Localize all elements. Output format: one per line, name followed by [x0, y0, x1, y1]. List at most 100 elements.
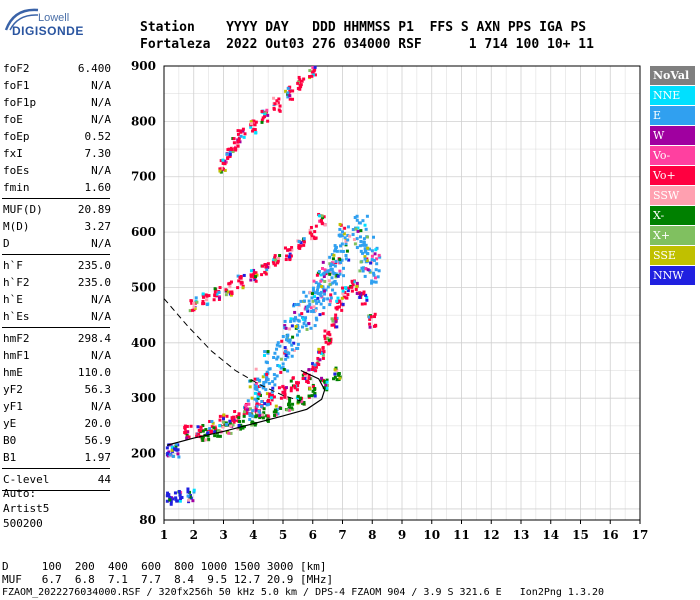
echo-point	[304, 316, 308, 320]
param-name: foE	[3, 113, 23, 126]
echo-point	[192, 302, 196, 306]
echo-point	[226, 148, 230, 152]
echo-point	[277, 386, 281, 390]
echo-point	[317, 350, 321, 354]
echo-point	[237, 279, 241, 283]
echo-point	[298, 396, 302, 400]
echo-point	[316, 360, 320, 364]
echo-point	[232, 141, 236, 145]
param-name: yE	[3, 417, 17, 430]
echo-point	[284, 357, 288, 361]
echo-point	[196, 425, 200, 429]
echo-point	[249, 274, 253, 278]
echo-point	[326, 297, 330, 301]
echo-point	[361, 219, 365, 223]
echo-point	[331, 257, 335, 261]
echo-point	[289, 317, 293, 321]
footer-info: FZAOM_2022276034000.RSF / 320fx256h 50 k…	[2, 587, 605, 598]
echo-point	[272, 96, 276, 100]
echo-point	[276, 259, 280, 263]
echo-point	[257, 410, 261, 414]
echo-point	[312, 305, 316, 309]
echo-point	[213, 287, 217, 291]
echo-point	[314, 298, 318, 302]
echo-point	[175, 499, 179, 503]
echo-point	[308, 302, 312, 306]
echo-point	[316, 356, 320, 360]
echo-point	[317, 363, 321, 367]
echo-point	[254, 415, 258, 419]
echo-point	[376, 275, 380, 279]
echo-point	[348, 234, 352, 238]
echo-point	[347, 286, 351, 290]
x-tick-label: 12	[483, 528, 500, 542]
y-tick-label: 80	[139, 513, 156, 527]
echo-point	[313, 394, 317, 398]
echo-point	[290, 348, 294, 352]
echo-point	[328, 299, 332, 303]
x-tick-label: 8	[368, 528, 376, 542]
echo-point	[331, 323, 335, 327]
echo-point	[303, 307, 307, 311]
echo-point	[351, 228, 355, 232]
echo-point	[282, 386, 286, 390]
echo-point	[320, 378, 324, 382]
param-name: h`F2	[3, 276, 30, 289]
echo-point	[334, 282, 338, 286]
echo-point	[323, 223, 327, 227]
echo-point	[165, 446, 169, 450]
echo-point	[358, 293, 362, 297]
echo-point	[265, 376, 269, 380]
echo-point	[277, 256, 281, 260]
echo-point	[239, 130, 243, 134]
echo-point	[277, 364, 281, 368]
echo-point	[355, 246, 359, 250]
echo-point	[355, 281, 359, 285]
echo-point	[230, 147, 234, 151]
param-value: N/A	[91, 79, 111, 92]
echo-point	[286, 396, 290, 400]
echo-point	[366, 268, 370, 272]
echo-point	[169, 500, 173, 504]
echo-point	[235, 416, 239, 420]
echo-point	[201, 438, 205, 442]
echo-point	[168, 453, 172, 457]
y-tick-label: 400	[131, 336, 156, 350]
echo-point	[264, 380, 268, 384]
echo-point	[335, 368, 339, 372]
echo-point	[222, 413, 226, 417]
param-value: 110.0	[77, 366, 111, 379]
echo-point	[302, 290, 306, 294]
echo-point	[281, 385, 285, 389]
echo-point	[264, 388, 268, 392]
echo-point	[288, 97, 292, 101]
echo-point	[323, 337, 327, 341]
param-value: N/A	[91, 96, 111, 109]
echo-point	[279, 357, 283, 361]
echo-point	[262, 411, 266, 415]
echo-point	[322, 289, 326, 293]
echo-point	[170, 448, 174, 452]
echo-point	[340, 242, 344, 246]
echo-point	[296, 383, 300, 387]
echo-point	[310, 74, 314, 78]
echo-point	[338, 233, 342, 237]
echo-point	[260, 273, 264, 277]
echo-point	[366, 252, 370, 256]
echo-point	[328, 333, 332, 337]
echo-point	[197, 432, 201, 436]
echo-point	[295, 346, 299, 350]
autoscaling-label: Auto:	[3, 487, 37, 500]
echo-point	[286, 339, 290, 343]
echo-point	[290, 343, 294, 347]
echo-point	[264, 272, 268, 276]
echo-point	[311, 362, 315, 366]
echo-point	[272, 262, 276, 266]
echo-point	[188, 309, 192, 313]
echo-point	[318, 292, 322, 296]
echo-point	[320, 221, 324, 225]
echo-point	[289, 379, 293, 383]
echo-point	[286, 355, 290, 359]
echo-point	[233, 418, 237, 422]
echo-point	[313, 387, 317, 391]
